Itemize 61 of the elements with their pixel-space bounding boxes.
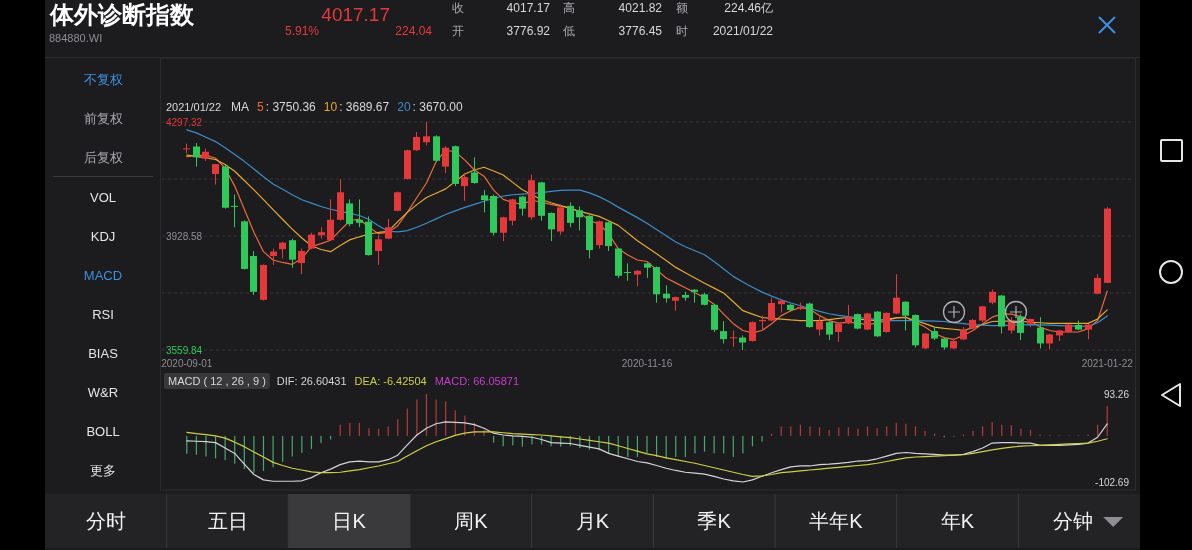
text: RSI <box>92 306 114 322</box>
text: 4017.17 <box>321 3 390 25</box>
text: 2021/01/22 <box>712 24 774 38</box>
text: DIF: 26.60431 <box>276 375 347 387</box>
legend-title: MA <box>231 100 250 114</box>
text: 224.46亿 <box>724 1 773 15</box>
x-tick-label: 2020-09-01 <box>161 357 213 369</box>
text: 季K <box>697 510 732 532</box>
text: : 3750.36 <box>265 100 317 114</box>
text: 5 <box>257 100 265 114</box>
text: 4017.17 <box>506 1 551 15</box>
text: 2021/01/22 <box>166 101 222 113</box>
candlestick <box>231 194 238 228</box>
text: 4021.82 <box>618 1 663 15</box>
text: 分时 <box>85 510 126 532</box>
text: 5.91% <box>285 24 320 38</box>
text: 前复权 <box>83 110 123 126</box>
text: 年K <box>940 510 975 532</box>
text: 开 <box>452 24 464 38</box>
text: 10 <box>323 100 338 114</box>
text: 224.04 <box>395 24 433 38</box>
text: 低 <box>563 24 575 38</box>
text: 日K <box>332 510 367 532</box>
text: 更多 <box>90 462 116 478</box>
candlestick <box>624 263 631 281</box>
y-tick-label: 3928.58 <box>166 230 203 242</box>
y-tick-label: -102.69 <box>1095 476 1130 488</box>
text: BOLL <box>86 423 120 439</box>
text: 分钟 <box>1053 510 1094 532</box>
text: W&R <box>87 384 119 400</box>
y-tick-label: 4297.32 <box>166 116 203 128</box>
text: 五日 <box>207 510 248 532</box>
y-tick-label: 3559.84 <box>166 344 203 356</box>
text: MACD <box>83 267 123 283</box>
text: 20 <box>397 100 411 114</box>
text: 3776.92 <box>506 24 551 38</box>
x-tick-label: 2020-11-16 <box>621 357 673 369</box>
text: 884880.WI <box>49 32 103 44</box>
series-label: MACD: 66.05871 <box>434 375 520 387</box>
text: 收 <box>452 1 464 15</box>
text: : 3670.00 <box>412 100 463 114</box>
text: 额 <box>676 1 688 15</box>
text: 时 <box>676 24 688 38</box>
candlestick <box>730 330 737 347</box>
text: DEA: -6.42504 <box>354 375 427 387</box>
text: VOL <box>89 189 117 205</box>
chart-title: 体外诊断指数 <box>49 0 195 28</box>
text: 3776.45 <box>618 24 663 38</box>
text: BIAS <box>88 345 119 361</box>
text: 月K <box>575 510 610 532</box>
text: 后复权 <box>83 149 123 165</box>
text: 高 <box>563 1 575 15</box>
text: 周K <box>454 510 489 532</box>
x-tick-label: 2021-01-22 <box>1081 357 1134 369</box>
chart-title: MACD ( 12 , 26 , 9 ) <box>168 375 266 387</box>
y-tick-label: 93.26 <box>1103 388 1130 400</box>
text: KDJ <box>90 228 116 244</box>
line-series <box>186 431 1108 477</box>
text: 不复权 <box>83 71 123 87</box>
text: 半年K <box>809 510 864 532</box>
text: : 3689.67 <box>339 100 390 114</box>
